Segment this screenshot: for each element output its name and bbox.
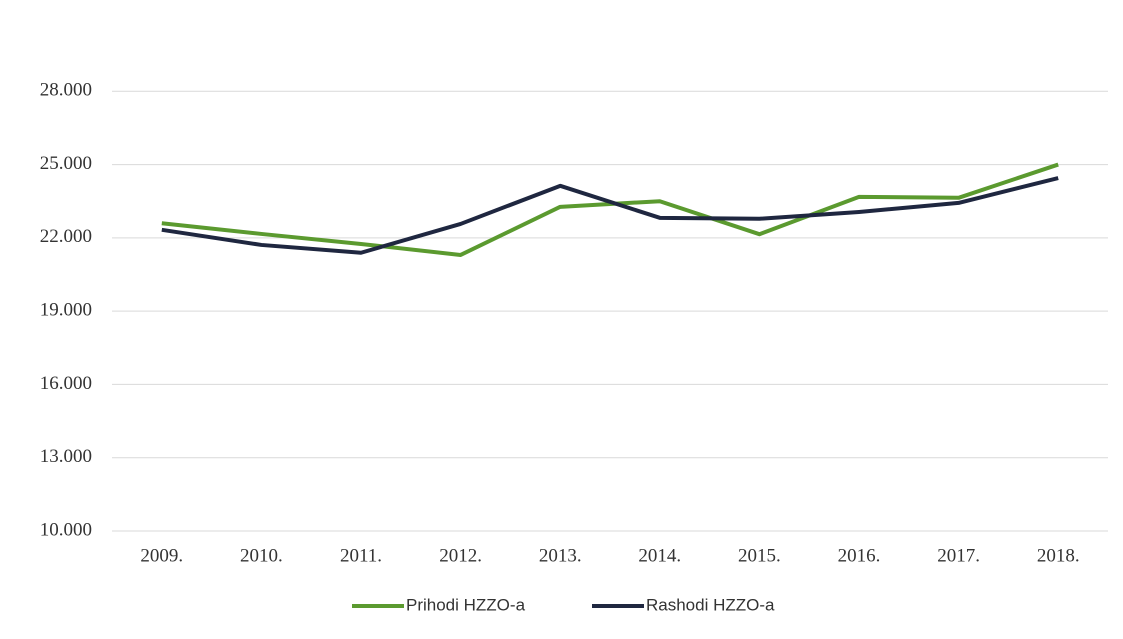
series-line xyxy=(161,162,1059,257)
x-tick-label: 2012. xyxy=(439,545,482,566)
x-tick-label: 2015. xyxy=(738,545,781,566)
y-tick-label: 25.000 xyxy=(40,153,92,174)
x-tick-label: 2016. xyxy=(838,545,881,566)
x-tick-label: 2011. xyxy=(340,545,382,566)
y-tick-label: 13.000 xyxy=(40,446,92,467)
x-tick-label: 2014. xyxy=(638,545,681,566)
x-tick-label: 2010. xyxy=(240,545,283,566)
legend-label: Prihodi HZZO-a xyxy=(406,595,526,614)
x-tick-label: 2009. xyxy=(140,545,183,566)
x-tick-label: 2018. xyxy=(1037,545,1080,566)
y-tick-label: 10.000 xyxy=(40,519,92,540)
y-tick-label: 19.000 xyxy=(40,300,92,321)
x-tick-label: 2017. xyxy=(937,545,980,566)
legend-label: Rashodi HZZO-a xyxy=(646,595,775,614)
y-tick-label: 28.000 xyxy=(40,80,92,101)
y-tick-label: 16.000 xyxy=(40,373,92,394)
x-tick-label: 2013. xyxy=(539,545,582,566)
series-line xyxy=(161,176,1059,255)
y-tick-label: 22.000 xyxy=(40,226,92,247)
